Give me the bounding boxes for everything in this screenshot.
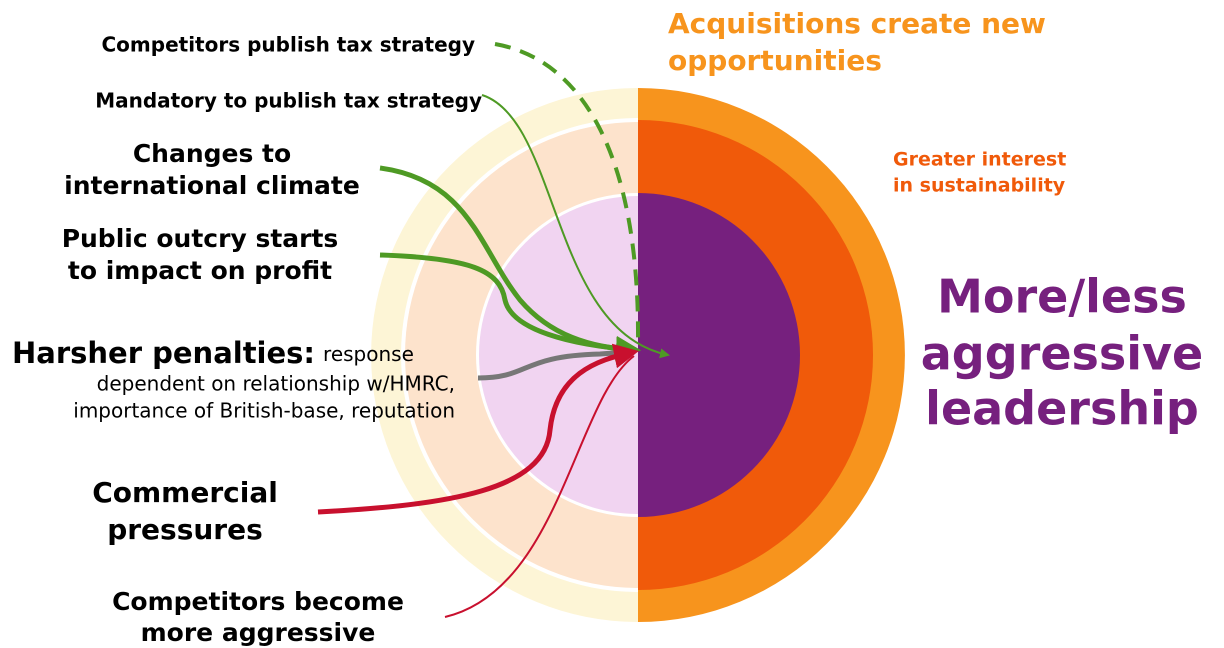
rings — [371, 88, 905, 622]
driver-label: Mandatory to publish tax strategy — [95, 89, 482, 113]
ring-label: opportunities — [668, 44, 882, 77]
driver-label: to impact on profit — [68, 256, 332, 285]
driver-text: importance of British-base, reputation — [73, 399, 455, 423]
driver-label: Harsher penalties: response — [12, 336, 414, 370]
driver-label: international climate — [64, 171, 360, 200]
title: More/less — [937, 270, 1187, 324]
arrows — [317, 42, 670, 618]
ring-label: in sustainability — [893, 175, 1066, 197]
driver-label: Competitors publish tax strategy — [102, 33, 476, 57]
ring-label: Greater interest — [893, 149, 1066, 171]
driver-label: more aggressive — [141, 618, 376, 647]
title: leadership — [925, 382, 1199, 436]
arrow — [444, 355, 635, 618]
arrow — [481, 94, 670, 359]
inner-right — [638, 193, 800, 517]
driver-label: Changes to — [133, 139, 291, 168]
arrow — [379, 252, 641, 361]
driver-label: Competitors become — [112, 587, 404, 616]
driver-text: dependent on relationship w/HMRC, — [97, 372, 455, 396]
ring-label: Acquisitions create new — [668, 7, 1046, 40]
inner-left — [479, 196, 638, 514]
driver-label: Commercial — [92, 476, 278, 509]
arrow — [494, 42, 641, 346]
driver-label: Public outcry starts — [62, 224, 339, 253]
driver-heading: Harsher penalties: — [12, 336, 315, 370]
driver-text: response — [323, 342, 414, 366]
arrow — [317, 343, 639, 515]
arrow — [477, 349, 629, 381]
driver-label: pressures — [107, 513, 263, 546]
title: aggressive — [921, 327, 1204, 381]
labels: Competitors publish tax strategy Mandato… — [12, 7, 1203, 647]
